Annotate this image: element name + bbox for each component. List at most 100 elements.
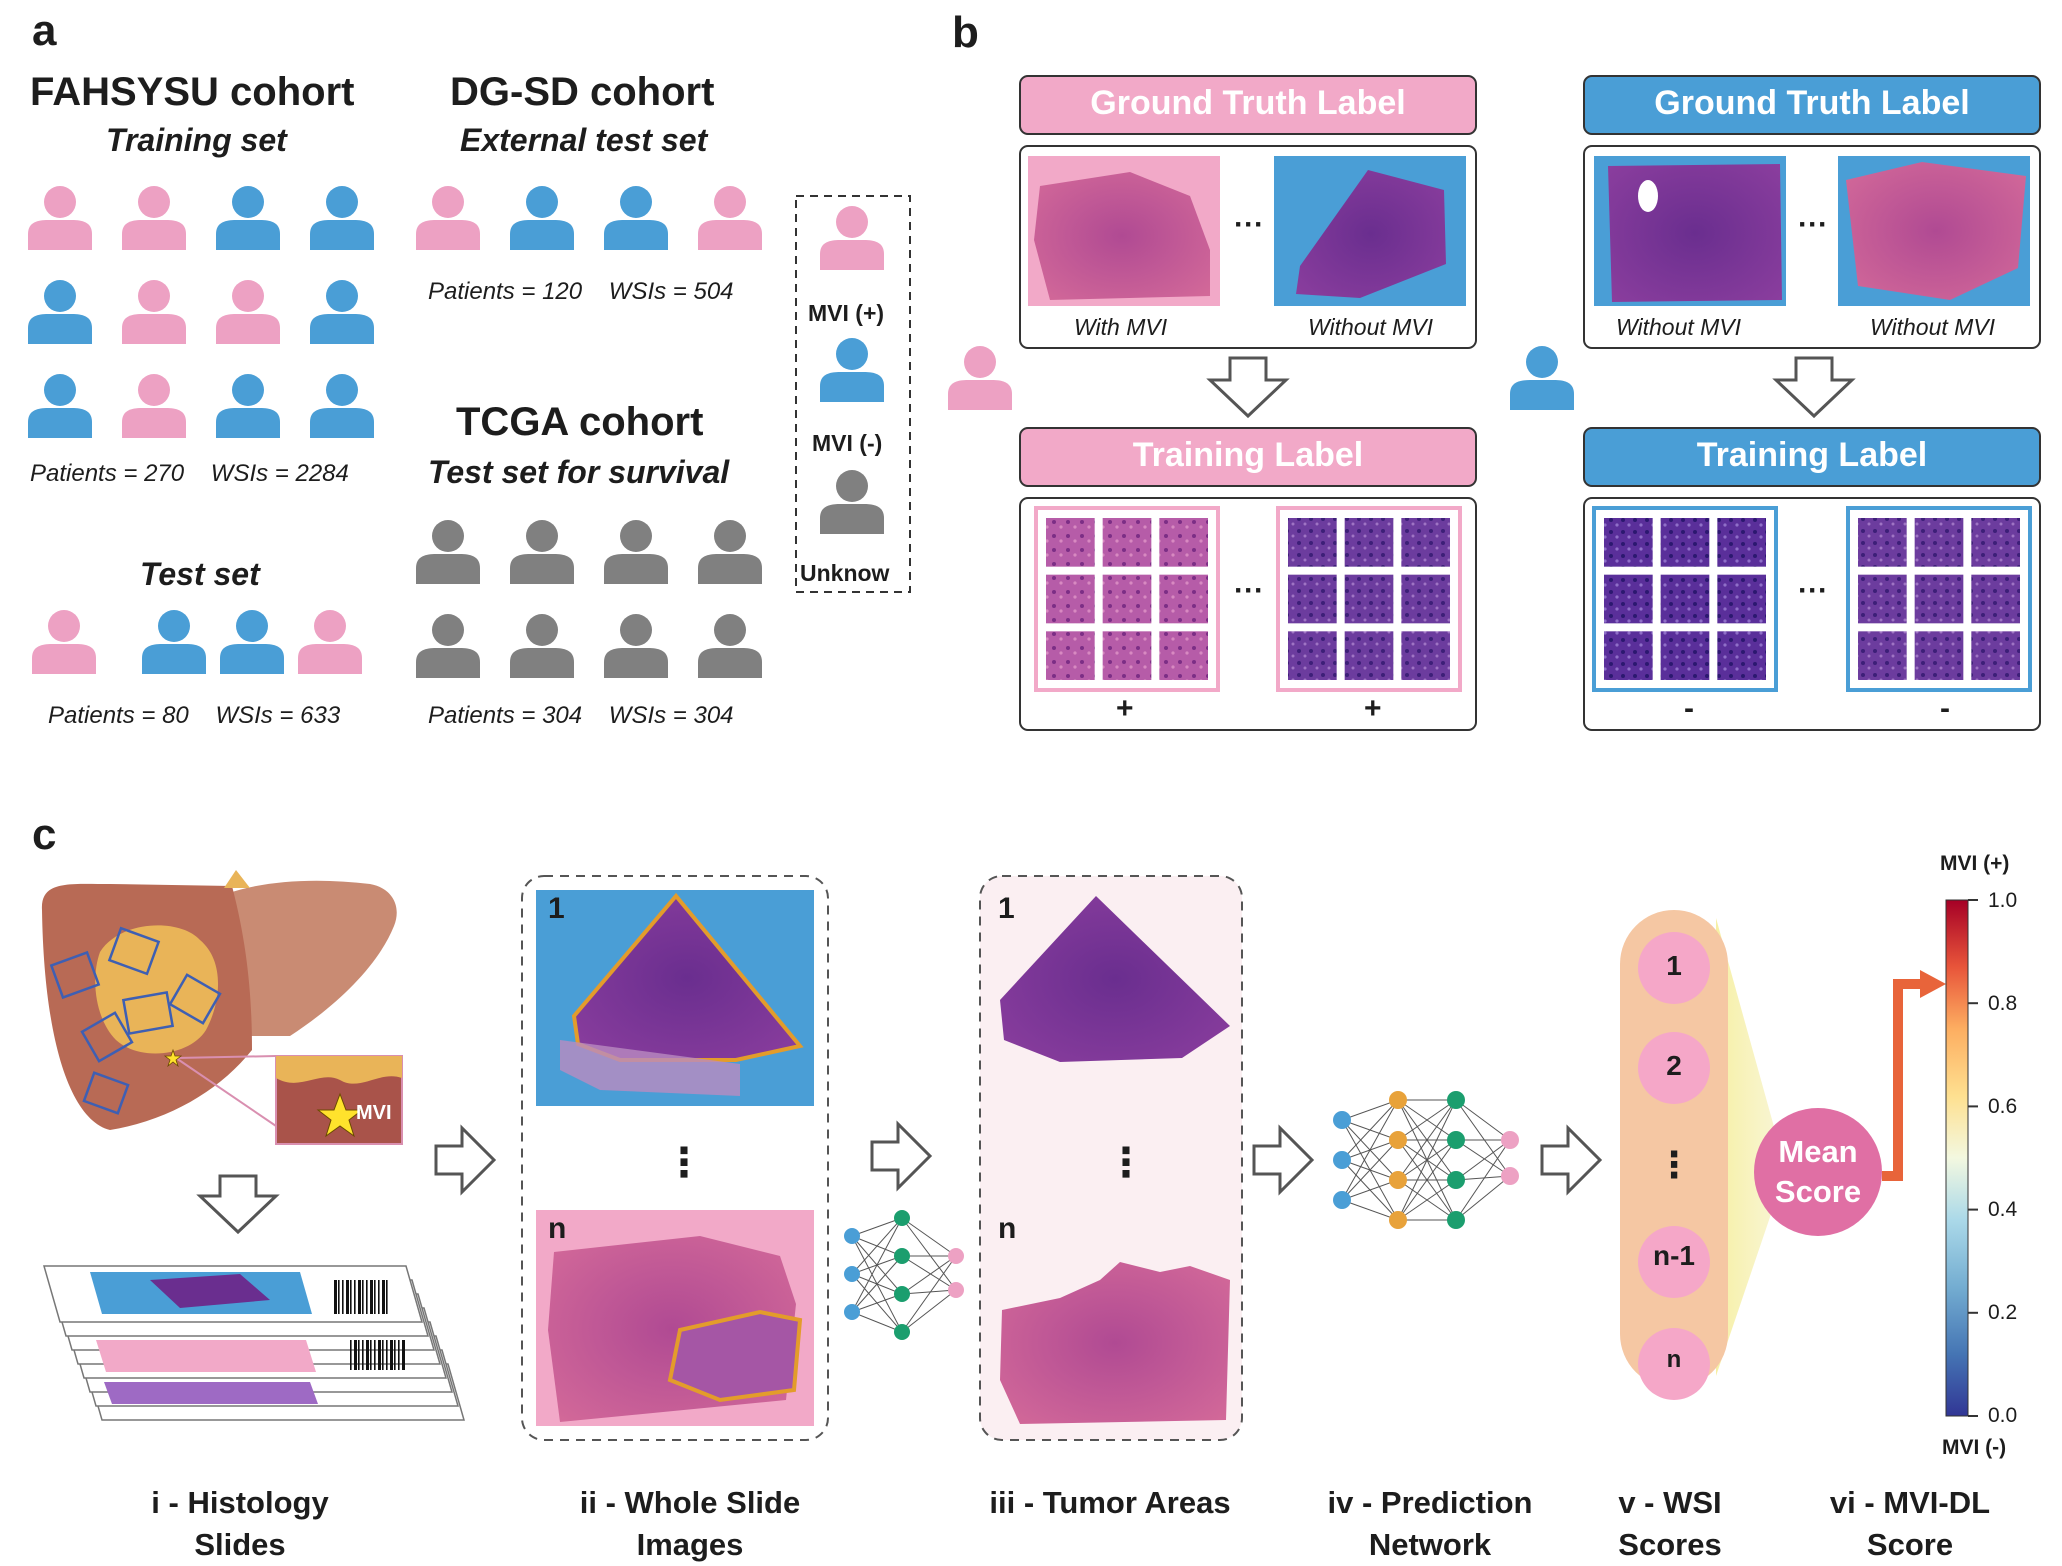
step-vi-line-1: vi - MVI-DL	[1829, 1485, 1991, 1520]
slide-tissue-purple	[104, 1382, 318, 1404]
patient-head	[1526, 346, 1558, 378]
mean-score-line-1: Mean	[1778, 1134, 1858, 1169]
tissue-tile	[1604, 631, 1653, 680]
step-i-line-1: i - Histology	[151, 1485, 329, 1520]
network-node	[948, 1282, 964, 1298]
dgsd-subtitle: External test set	[460, 122, 708, 158]
barcode-bar	[390, 1340, 393, 1370]
patient-head	[836, 338, 868, 370]
network-edge	[901, 1217, 957, 1257]
network-node	[1333, 1111, 1351, 1129]
patient-icon	[122, 374, 186, 438]
patient-head	[44, 186, 76, 218]
sampling-rects	[49, 926, 222, 1115]
patient-body	[604, 648, 668, 678]
patient-head	[158, 610, 190, 642]
barcode-bar	[342, 1280, 344, 1314]
network-node	[894, 1324, 910, 1340]
barcode-bar	[378, 1340, 381, 1370]
patient-icon	[142, 610, 206, 674]
network-node	[894, 1286, 910, 1302]
patient-body	[604, 220, 668, 250]
network-edge	[1341, 1099, 1399, 1121]
tissue-tile	[1046, 631, 1095, 680]
wsi-score-n-1: n-1	[1653, 1240, 1695, 1271]
tissue-tile	[1102, 631, 1152, 680]
barcode-bar	[354, 1280, 356, 1314]
tcga-stats: Patients = 304 WSIs = 304	[428, 702, 734, 729]
wsi-score-node	[1638, 1032, 1710, 1104]
tissue-tile	[1344, 574, 1394, 624]
patient-body	[28, 314, 92, 344]
patient-icon	[820, 206, 884, 270]
right-arrow	[1540, 1124, 1603, 1196]
patient-icon	[28, 186, 92, 250]
training-label-title-blue: Training Label	[1696, 436, 1928, 474]
network-edge	[901, 1255, 957, 1295]
ellipsis: ···	[1798, 208, 1828, 241]
patient-icon	[510, 520, 574, 584]
barcode-bar	[350, 1340, 352, 1370]
patient-body	[28, 408, 92, 438]
patient-body	[220, 644, 284, 674]
patient-body	[820, 240, 884, 270]
patient-body	[604, 554, 668, 584]
wsi-group-box	[521, 875, 829, 1441]
slide-tissue	[150, 1274, 270, 1308]
fahsysu-training-subtitle: Training set	[106, 122, 287, 158]
network-edge	[1455, 1139, 1511, 1221]
patient-icon	[1510, 346, 1574, 410]
vessel-hole	[1638, 180, 1658, 212]
tissue-tile	[1401, 574, 1450, 624]
wsi-n-tumor-outline	[667, 1309, 803, 1403]
patient-head	[326, 374, 358, 406]
barcode-bar	[358, 1340, 360, 1370]
patient-head	[138, 186, 170, 218]
patient-head	[620, 520, 652, 552]
output-arrowhead-icon	[1920, 970, 1946, 998]
patient-icon	[122, 280, 186, 344]
tissue-tile	[1288, 631, 1337, 680]
tissue-shape	[1296, 170, 1446, 298]
colorbar	[1945, 899, 1969, 1417]
tissue-tile	[1604, 574, 1653, 624]
tissue-tile	[1858, 574, 1907, 624]
caption-with-mvi: With MVI	[1074, 314, 1168, 340]
training-label-box-pink	[1019, 427, 1477, 487]
network-edge	[1455, 1139, 1511, 1181]
legend-unknown: Unknow	[800, 560, 890, 586]
patient-body	[122, 314, 186, 344]
step-vi-line-2: Score	[1866, 1527, 1954, 1562]
patient-icon	[604, 520, 668, 584]
down-arrow	[196, 1174, 280, 1235]
mvi-star-icon	[316, 1092, 364, 1138]
network-node	[894, 1210, 910, 1226]
caption-without-mvi: Without MVI	[1870, 314, 1996, 340]
barcode-bar	[334, 1280, 337, 1314]
tissue-tile	[1660, 518, 1710, 567]
sampling-rect	[82, 1071, 130, 1115]
step-iv-line-2: Network	[1368, 1527, 1492, 1562]
wsi-score-node	[1638, 932, 1710, 1004]
network-node	[844, 1304, 860, 1320]
wsi-score-1: 1	[1666, 950, 1682, 981]
patient-icon	[216, 374, 280, 438]
colorbar-tick-0-0: 0.0	[1988, 1404, 2018, 1427]
patient-body	[122, 220, 186, 250]
network-edge	[1341, 1139, 1399, 1201]
tissue-tile	[1660, 574, 1710, 624]
tumor-vdots: ⋮	[1106, 1141, 1146, 1185]
barcode-bar	[362, 1280, 364, 1314]
dgsd-title: DG-SD cohort	[450, 70, 715, 114]
patient-icon	[698, 614, 762, 678]
network-node	[1333, 1151, 1351, 1169]
fahsysu-test-stats: Patients = 80 WSIs = 633	[48, 702, 341, 729]
tile-sign-left-pink: +	[1116, 692, 1134, 725]
step-v-line-2: Scores	[1618, 1527, 1722, 1562]
mvi-star-small-icon	[163, 1048, 183, 1068]
tissue-tile	[1717, 631, 1766, 680]
tissue-tile	[1344, 518, 1394, 567]
patient-head	[714, 520, 746, 552]
tissue-tile	[1971, 631, 2020, 680]
patient-head	[326, 186, 358, 218]
